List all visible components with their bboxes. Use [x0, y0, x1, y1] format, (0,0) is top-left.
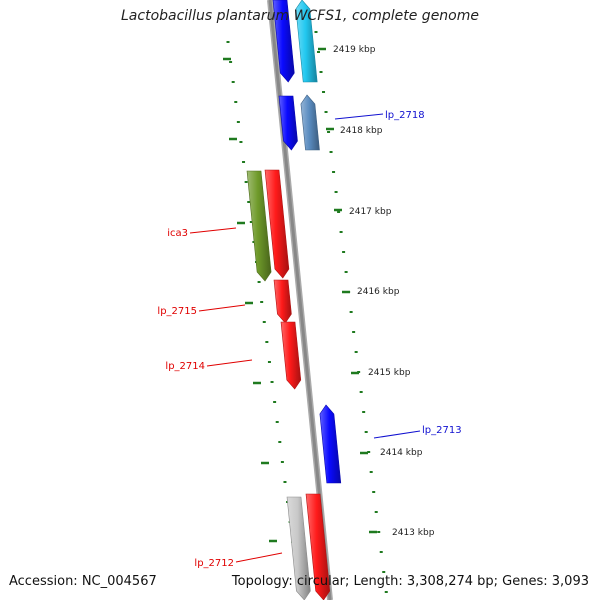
- gene-arrow[interactable]: [286, 496, 311, 600]
- gene-label[interactable]: lp_2712: [194, 558, 234, 569]
- gene-arrow[interactable]: [273, 279, 292, 324]
- position-label: 2419 kbp: [333, 45, 376, 55]
- labels: 2419 kbp 2418 kbp 2417 kbp 2416 kbp 2415 kbp…: [157, 45, 461, 569]
- gene-arrow[interactable]: [319, 404, 342, 484]
- gene-arrow[interactable]: [264, 169, 290, 279]
- gene-label[interactable]: lp_2714: [165, 361, 205, 372]
- label-leader-line: [373, 430, 421, 439]
- gene-arrow[interactable]: [280, 321, 302, 390]
- gene-unlabeled-0[interactable]: [272, 0, 295, 83]
- tick-marks: [223, 31, 388, 593]
- position-label: 2414 kbp: [380, 448, 423, 458]
- label-leader-line: [198, 304, 246, 312]
- label-leader-line: [206, 359, 253, 367]
- position-label: 2415 kbp: [368, 368, 411, 378]
- gene-lp_2715[interactable]: [273, 279, 292, 324]
- gene-arrow[interactable]: [246, 170, 272, 282]
- gene-ica3[interactable]: [246, 170, 272, 282]
- position-label: 2413 kbp: [392, 528, 435, 538]
- gene-arrow[interactable]: [278, 95, 298, 151]
- gene-lp_2713[interactable]: [319, 404, 342, 484]
- label-leader-line: [235, 552, 283, 563]
- position-label: 2416 kbp: [357, 287, 400, 297]
- gene-label[interactable]: lp_2718: [385, 110, 425, 121]
- accession-info: Accession: NC_004567: [9, 574, 157, 589]
- position-label: 2418 kbp: [340, 126, 383, 136]
- gene-arrow[interactable]: [295, 0, 318, 83]
- gene-arrow[interactable]: [300, 94, 320, 151]
- gene-label[interactable]: ica3: [167, 228, 188, 239]
- gene-unlabeled-1[interactable]: [295, 0, 318, 83]
- position-label: 2417 kbp: [349, 207, 392, 217]
- gene-label[interactable]: lp_2713: [422, 425, 462, 436]
- gene-lp_2714[interactable]: [280, 321, 302, 390]
- label-leader-line: [334, 113, 384, 120]
- gene-label[interactable]: lp_2715: [157, 306, 197, 317]
- gene-unlabeled-2[interactable]: [278, 95, 298, 151]
- gene-arrow[interactable]: [272, 0, 295, 83]
- gene-unlabeled-9[interactable]: [286, 496, 311, 600]
- map-title: Lactobacillus plantarum WCFS1, complete …: [121, 8, 479, 24]
- gene-arrow[interactable]: [305, 493, 331, 600]
- genes: [246, 0, 342, 600]
- gene-lp_2718[interactable]: [300, 94, 320, 151]
- gene-lp_2712[interactable]: [305, 493, 331, 600]
- gene-unlabeled-5[interactable]: [264, 169, 290, 279]
- topology-info: Topology: circular; Length: 3,308,274 bp…: [231, 574, 589, 589]
- label-leader-line: [189, 227, 237, 234]
